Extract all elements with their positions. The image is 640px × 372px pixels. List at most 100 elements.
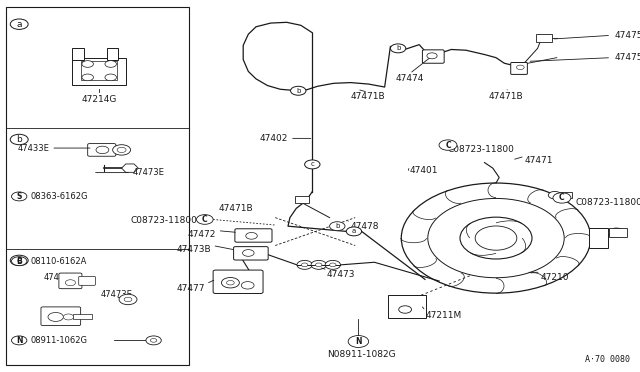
- Text: b: b: [296, 88, 300, 94]
- Bar: [107, 48, 118, 60]
- FancyBboxPatch shape: [6, 7, 189, 365]
- FancyBboxPatch shape: [589, 228, 608, 248]
- Text: 08911-1062G: 08911-1062G: [31, 336, 88, 345]
- Circle shape: [439, 140, 457, 150]
- Text: 47473E: 47473E: [132, 168, 164, 177]
- Circle shape: [311, 260, 326, 269]
- Text: N: N: [16, 336, 22, 345]
- Polygon shape: [122, 164, 138, 172]
- Bar: [72, 58, 126, 85]
- Circle shape: [96, 146, 109, 154]
- Circle shape: [475, 226, 517, 250]
- FancyBboxPatch shape: [235, 229, 272, 242]
- Text: C: C: [559, 193, 564, 202]
- FancyBboxPatch shape: [41, 307, 81, 326]
- FancyBboxPatch shape: [536, 34, 552, 42]
- Text: 47475A: 47475A: [614, 31, 640, 40]
- Text: C08723-11800: C08723-11800: [448, 145, 515, 154]
- Circle shape: [105, 61, 116, 67]
- Circle shape: [146, 336, 161, 345]
- Text: N08911-1082G: N08911-1082G: [327, 350, 396, 359]
- Text: 47433E: 47433E: [18, 144, 50, 153]
- FancyBboxPatch shape: [388, 295, 426, 318]
- Text: 47471B: 47471B: [218, 204, 253, 213]
- Bar: [72, 48, 84, 60]
- Text: c: c: [310, 161, 314, 167]
- Circle shape: [297, 260, 312, 269]
- Circle shape: [553, 193, 571, 203]
- Text: 47471B: 47471B: [488, 92, 523, 101]
- FancyBboxPatch shape: [73, 314, 92, 319]
- Circle shape: [10, 255, 28, 266]
- Text: N: N: [355, 337, 362, 346]
- FancyBboxPatch shape: [79, 276, 95, 285]
- Text: 47473: 47473: [326, 270, 355, 279]
- Circle shape: [291, 86, 306, 95]
- Circle shape: [12, 257, 27, 266]
- Text: 47211M: 47211M: [426, 311, 462, 320]
- Circle shape: [113, 145, 131, 155]
- Text: S: S: [17, 192, 22, 201]
- Text: b: b: [335, 223, 339, 229]
- Text: 47473E: 47473E: [101, 291, 133, 299]
- Text: 47402: 47402: [260, 134, 288, 143]
- Circle shape: [428, 198, 564, 278]
- Circle shape: [346, 227, 362, 236]
- Circle shape: [10, 19, 28, 29]
- FancyBboxPatch shape: [88, 144, 116, 156]
- Circle shape: [150, 339, 157, 342]
- FancyBboxPatch shape: [234, 247, 268, 260]
- Text: B: B: [17, 257, 22, 266]
- Bar: [81, 61, 117, 80]
- FancyBboxPatch shape: [295, 196, 309, 203]
- Circle shape: [460, 217, 532, 259]
- Circle shape: [427, 53, 437, 59]
- Text: 47474: 47474: [396, 74, 424, 83]
- Text: A·70 0080: A·70 0080: [586, 355, 630, 364]
- Text: C08723-11800: C08723-11800: [576, 198, 640, 207]
- Circle shape: [12, 192, 27, 201]
- Circle shape: [325, 260, 340, 269]
- Circle shape: [63, 314, 74, 320]
- Text: 08110-6162A: 08110-6162A: [31, 257, 87, 266]
- Circle shape: [196, 215, 213, 224]
- Text: 47471: 47471: [525, 156, 554, 165]
- Circle shape: [330, 222, 345, 231]
- Text: 47478: 47478: [351, 222, 380, 231]
- Circle shape: [10, 134, 28, 145]
- FancyBboxPatch shape: [213, 270, 263, 294]
- Circle shape: [117, 147, 126, 153]
- Circle shape: [119, 294, 137, 305]
- Text: 47433E: 47433E: [44, 273, 76, 282]
- Circle shape: [609, 228, 624, 237]
- Circle shape: [12, 336, 27, 345]
- Circle shape: [399, 306, 412, 313]
- Circle shape: [48, 312, 63, 321]
- Circle shape: [241, 282, 254, 289]
- Circle shape: [516, 65, 524, 70]
- Text: C: C: [445, 141, 451, 150]
- Text: b: b: [17, 135, 22, 144]
- Circle shape: [246, 232, 257, 239]
- Text: C: C: [202, 215, 207, 224]
- Text: c: c: [17, 256, 22, 265]
- Circle shape: [548, 192, 561, 199]
- Circle shape: [221, 278, 239, 288]
- Circle shape: [243, 250, 254, 256]
- Circle shape: [105, 74, 116, 81]
- FancyBboxPatch shape: [609, 228, 627, 237]
- Text: 47401: 47401: [410, 166, 438, 175]
- Text: 47473B: 47473B: [177, 245, 211, 254]
- FancyBboxPatch shape: [59, 273, 82, 289]
- Text: C08723-11800: C08723-11800: [131, 216, 197, 225]
- Text: 47472: 47472: [188, 230, 216, 239]
- Circle shape: [227, 280, 234, 285]
- Text: 47475: 47475: [614, 53, 640, 62]
- Circle shape: [348, 336, 369, 347]
- Circle shape: [390, 44, 406, 53]
- Text: 47210: 47210: [541, 273, 570, 282]
- Circle shape: [82, 74, 93, 81]
- Circle shape: [82, 61, 93, 67]
- Circle shape: [401, 183, 591, 293]
- FancyBboxPatch shape: [511, 62, 527, 74]
